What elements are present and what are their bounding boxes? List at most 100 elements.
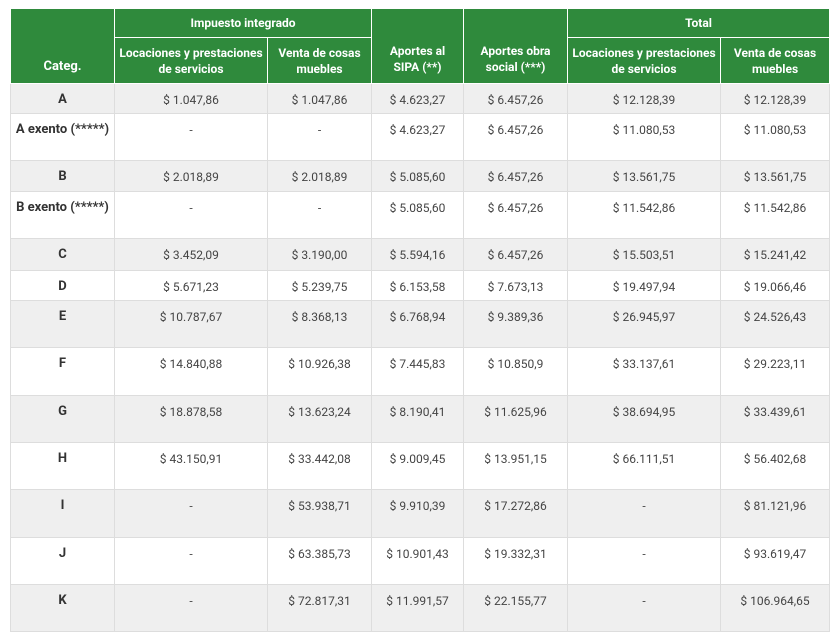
value-cell: $ 56.402,68 bbox=[720, 442, 831, 490]
value-cell: $ 17.272,86 bbox=[463, 489, 569, 538]
table-row: C $ 3.452,09 $ 3.190,00 $ 5.594,16 $ 6.457,2… bbox=[10, 238, 831, 271]
value-cell: $ 5.594,16 bbox=[371, 238, 465, 271]
value-cell: $ 9.009,45 bbox=[371, 442, 465, 490]
value-cell: - bbox=[567, 584, 722, 632]
value-cell: $ 63.385,73 bbox=[266, 537, 373, 585]
category-cell: J bbox=[10, 537, 115, 585]
value-cell: $ 33.442,08 bbox=[266, 442, 373, 490]
value-cell: $ 6.457,26 bbox=[463, 113, 569, 161]
table-row: G $ 18.878,58 $ 13.623,24 $ 8.190,41 $ 11.62… bbox=[10, 395, 831, 443]
category-cell: A bbox=[10, 83, 115, 114]
value-cell: $ 5.085,60 bbox=[371, 191, 465, 239]
value-cell: - bbox=[266, 113, 373, 161]
value-cell: $ 8.368,13 bbox=[266, 300, 373, 348]
value-cell: $ 10.901,43 bbox=[371, 537, 465, 585]
value-cell: $ 13.561,75 bbox=[720, 160, 831, 192]
value-cell: $ 72.817,31 bbox=[266, 584, 373, 632]
value-cell: $ 66.111,51 bbox=[567, 442, 722, 490]
value-cell: $ 43.150,91 bbox=[114, 442, 268, 490]
value-cell: $ 11.625,96 bbox=[463, 395, 569, 443]
value-cell: $ 93.619,47 bbox=[720, 537, 831, 585]
category-cell: E bbox=[10, 300, 115, 348]
value-cell: $ 19.497,94 bbox=[567, 270, 722, 301]
header-cell: Aportes obra social (***) bbox=[463, 8, 569, 84]
value-cell: $ 10.850,9 bbox=[463, 347, 569, 396]
value-cell: $ 13.623,24 bbox=[266, 395, 373, 443]
value-cell: $ 1.047,86 bbox=[114, 83, 268, 114]
value-cell: $ 7.445,83 bbox=[371, 347, 465, 396]
header-cell: Venta de cosas muebles bbox=[266, 37, 373, 84]
header-cell: Venta de cosas muebles bbox=[720, 37, 831, 84]
value-cell: $ 6.768,94 bbox=[371, 300, 465, 348]
value-cell: $ 9.910,39 bbox=[371, 489, 465, 538]
value-cell: $ 106.964,65 bbox=[720, 584, 831, 632]
value-cell: - bbox=[114, 191, 268, 239]
value-cell: $ 12.128,39 bbox=[720, 83, 831, 114]
category-cell: G bbox=[10, 395, 115, 443]
value-cell: $ 2.018,89 bbox=[114, 160, 268, 192]
table-row: F $ 14.840,88 $ 10.926,38 $ 7.445,83 $ 10.85… bbox=[10, 347, 831, 396]
value-cell: $ 11.080,53 bbox=[720, 113, 831, 161]
value-cell: $ 11.080,53 bbox=[567, 113, 722, 161]
value-cell: $ 12.128,39 bbox=[567, 83, 722, 114]
header-cell: Locaciones y prestaciones de servicios bbox=[114, 37, 268, 84]
table-row: A exento (*****) - - $ 4.623,27 $ 6.457,26 $ … bbox=[10, 113, 831, 161]
value-cell: $ 11.991,57 bbox=[371, 584, 465, 632]
value-cell: $ 24.526,43 bbox=[720, 300, 831, 348]
value-cell: $ 11.542,86 bbox=[567, 191, 722, 239]
value-cell: $ 15.241,42 bbox=[720, 238, 831, 271]
value-cell: $ 38.694,95 bbox=[567, 395, 722, 443]
value-cell: $ 6.153,58 bbox=[371, 270, 465, 301]
value-cell: $ 14.840,88 bbox=[114, 347, 268, 396]
table-row: A $ 1.047,86 $ 1.047,86 $ 4.623,27 $ 6.457,2… bbox=[10, 83, 831, 114]
header-group: Total bbox=[567, 8, 831, 38]
value-cell: - bbox=[114, 489, 268, 538]
value-cell: $ 13.951,15 bbox=[463, 442, 569, 490]
value-cell: $ 3.452,09 bbox=[114, 238, 268, 271]
value-cell: $ 5.085,60 bbox=[371, 160, 465, 192]
value-cell: $ 15.503,51 bbox=[567, 238, 722, 271]
value-cell: $ 6.457,26 bbox=[463, 191, 569, 239]
header-group: Impuesto integrado bbox=[113, 8, 373, 38]
table-row: K - $ 72.817,31 $ 11.991,57 $ 22.155,77- $ 10… bbox=[10, 584, 831, 632]
value-cell: $ 2.018,89 bbox=[266, 160, 373, 192]
table-row: E $ 10.787,67 $ 8.368,13 $ 6.768,94 $ 9.389,… bbox=[10, 300, 831, 348]
value-cell: $ 9.389,36 bbox=[463, 300, 569, 348]
value-cell: - bbox=[567, 489, 722, 538]
category-cell: B bbox=[10, 160, 115, 192]
value-cell: $ 1.047,86 bbox=[266, 83, 373, 114]
table-row: B exento (*****) - - $ 5.085,60 $ 6.457,26 $ … bbox=[10, 191, 831, 239]
table-row: J - $ 63.385,73 $ 10.901,43 $ 19.332,31- $ 93… bbox=[10, 537, 831, 585]
value-cell: - bbox=[266, 191, 373, 239]
rates-table: Categ. Impuesto integrado Aportes al SIP… bbox=[10, 8, 831, 632]
table-row: H $ 43.150,91 $ 33.442,08 $ 9.009,45 $ 13.95… bbox=[10, 442, 831, 490]
value-cell: $ 26.945,97 bbox=[567, 300, 722, 348]
value-cell: $ 6.457,26 bbox=[463, 160, 569, 192]
value-cell: $ 6.457,26 bbox=[463, 238, 569, 271]
category-cell: I bbox=[10, 489, 115, 538]
table-row: I - $ 53.938,71 $ 9.910,39 $ 17.272,86- $ 81.… bbox=[10, 489, 831, 538]
table-row: D $ 5.671,23 $ 5.239,75 $ 6.153,58 $ 7.673,1… bbox=[10, 270, 831, 301]
value-cell: - bbox=[114, 584, 268, 632]
category-cell: C bbox=[10, 238, 115, 271]
category-cell: A exento (*****) bbox=[10, 113, 115, 161]
value-cell: $ 19.332,31 bbox=[463, 537, 569, 585]
value-cell: $ 4.623,27 bbox=[371, 83, 465, 114]
value-cell: $ 33.137,61 bbox=[567, 347, 722, 396]
category-cell: D bbox=[10, 270, 115, 301]
value-cell: $ 13.561,75 bbox=[567, 160, 722, 192]
category-cell: K bbox=[10, 584, 115, 632]
value-cell: $ 7.673,13 bbox=[463, 270, 569, 301]
table-row: B $ 2.018,89 $ 2.018,89 $ 5.085,60 $ 6.457,2… bbox=[10, 160, 831, 192]
value-cell: - bbox=[114, 113, 268, 161]
header-cell: Aportes al SIPA (**) bbox=[371, 8, 465, 84]
value-cell: $ 3.190,00 bbox=[266, 238, 373, 271]
value-cell: - bbox=[567, 537, 722, 585]
category-cell: F bbox=[10, 347, 115, 396]
value-cell: - bbox=[114, 537, 268, 585]
value-cell: $ 6.457,26 bbox=[463, 83, 569, 114]
value-cell: $ 8.190,41 bbox=[371, 395, 465, 443]
category-cell: B exento (*****) bbox=[10, 191, 115, 239]
value-cell: $ 10.926,38 bbox=[266, 347, 373, 396]
